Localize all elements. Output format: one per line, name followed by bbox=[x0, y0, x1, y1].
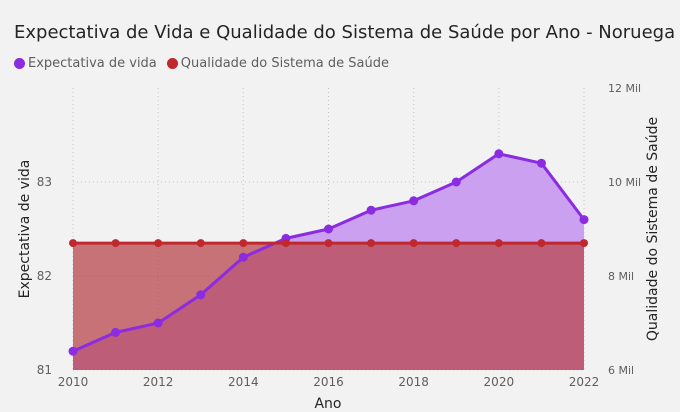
marker-series-1-2013 bbox=[196, 239, 205, 248]
marker-series-1-2016 bbox=[324, 239, 333, 248]
y2-tick-label-3: 12 Mil bbox=[608, 82, 641, 95]
x-axis-title: Ano bbox=[314, 396, 341, 412]
y2-tick-label-0: 6 Mil bbox=[608, 364, 634, 377]
x-tick-label-2020: 2020 bbox=[484, 375, 515, 389]
marker-series-1-2022 bbox=[580, 239, 588, 248]
y-axis-title: Expectativa de vida bbox=[17, 160, 33, 299]
legend: Expectativa de vida Qualidade do Sistema… bbox=[14, 56, 399, 71]
x-tick-label-2010: 2010 bbox=[58, 375, 89, 389]
marker-series-1-2012 bbox=[154, 239, 163, 248]
marker-series-0-2017 bbox=[366, 205, 376, 215]
tick-layer: 2010 2012 2014 2016 2018 2020 2022 81 82 83 6 Mil 8… bbox=[37, 82, 641, 389]
x-tick-label-2012: 2012 bbox=[143, 375, 174, 389]
marker-series-0-2011 bbox=[111, 327, 121, 337]
marker-series-1-2019 bbox=[452, 239, 461, 248]
x-tick-label-2022: 2022 bbox=[569, 375, 600, 389]
y-tick-label-83: 83 bbox=[37, 175, 52, 189]
marker-series-0-2020 bbox=[494, 149, 504, 159]
marker-series-0-2014 bbox=[238, 252, 248, 262]
marker-series-0-2018 bbox=[409, 196, 419, 206]
marker-series-0-2010 bbox=[68, 346, 78, 356]
marker-series-1-2021 bbox=[537, 239, 546, 248]
y2-tick-label-2: 10 Mil bbox=[608, 176, 641, 189]
legend-dot-qualidade bbox=[166, 58, 178, 69]
fill-layer bbox=[73, 153, 584, 370]
legend-item-qualidade[interactable]: Qualidade do Sistema de Saúde bbox=[166, 56, 389, 71]
legend-item-expectativa[interactable]: Expectativa de vida bbox=[14, 56, 157, 71]
marker-series-1-2014 bbox=[239, 239, 248, 248]
y2-axis-title: Qualidade do Sistema de Saúde bbox=[645, 117, 661, 341]
area-series-1 bbox=[73, 243, 584, 370]
x-tick-label-2016: 2016 bbox=[313, 375, 344, 389]
marker-series-0-2019 bbox=[451, 177, 461, 187]
marker-series-1-2010 bbox=[69, 239, 77, 248]
marker-series-1-2015 bbox=[281, 239, 290, 248]
marker-series-0-2021 bbox=[536, 158, 546, 168]
marker-series-1-2020 bbox=[494, 239, 503, 248]
legend-label-expectativa: Expectativa de vida bbox=[28, 56, 157, 71]
marker-series-1-2011 bbox=[111, 239, 120, 248]
marker-series-0-2016 bbox=[324, 224, 333, 234]
x-tick-label-2018: 2018 bbox=[398, 375, 429, 389]
chart-title: Expectativa de Vida e Qualidade do Siste… bbox=[14, 22, 676, 43]
y-tick-label-82: 82 bbox=[37, 269, 52, 283]
marker-series-0-2022 bbox=[579, 215, 589, 225]
marker-series-0-2013 bbox=[196, 290, 206, 300]
marker-series-1-2018 bbox=[409, 239, 418, 248]
legend-label-qualidade: Qualidade do Sistema de Saúde bbox=[180, 56, 389, 71]
y2-tick-label-1: 8 Mil bbox=[608, 270, 634, 283]
marker-layer bbox=[68, 149, 589, 356]
legend-dot-expectativa bbox=[14, 58, 25, 69]
marker-series-0-2012 bbox=[153, 318, 163, 328]
x-tick-label-2014: 2014 bbox=[228, 375, 259, 389]
marker-series-1-2017 bbox=[367, 239, 376, 248]
y-tick-label-81: 81 bbox=[37, 363, 52, 377]
